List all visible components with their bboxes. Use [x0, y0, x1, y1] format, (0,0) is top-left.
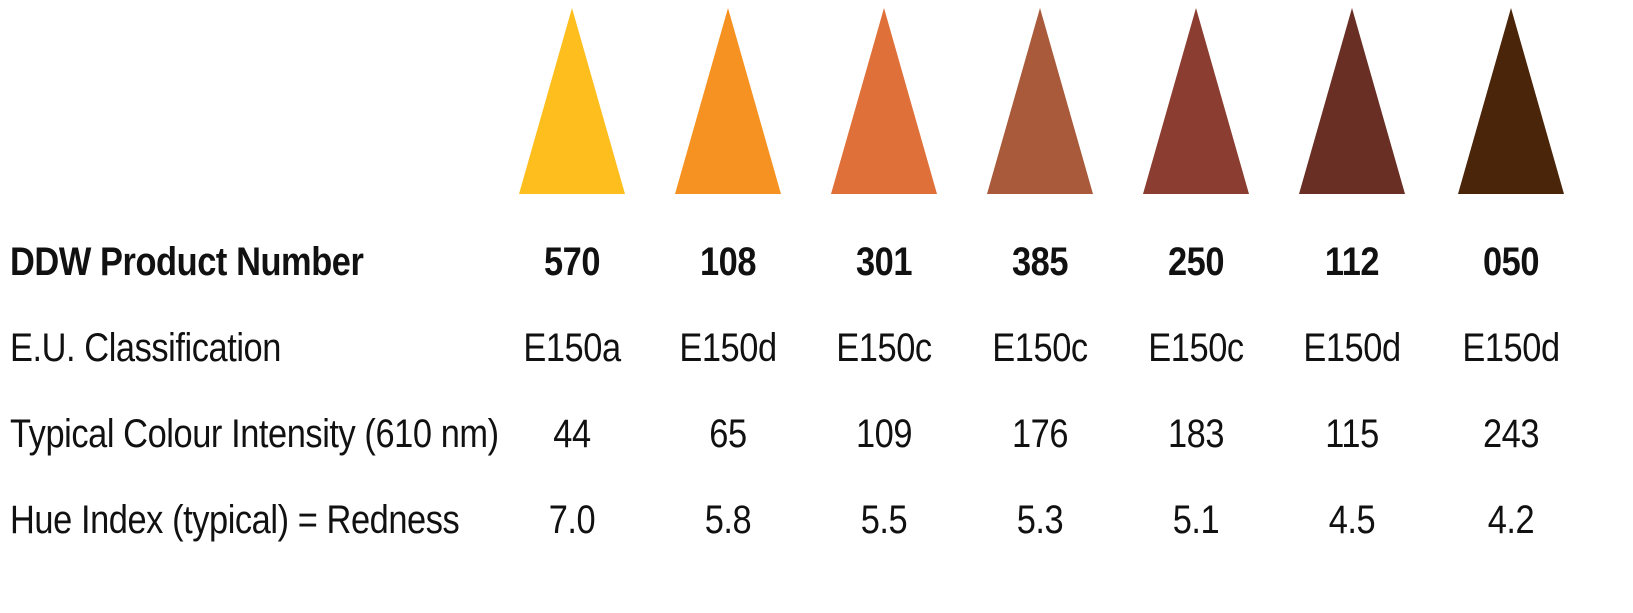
hue-index-cell: 5.3 [1016, 498, 1064, 542]
row-label-eu-classification: E.U. Classification [10, 326, 281, 370]
swatch-shape [675, 8, 781, 194]
eu-classification-cell: E150c [836, 326, 932, 370]
hue-index-cell: 5.1 [1172, 498, 1220, 542]
colour-intensity-cell: 176 [1011, 412, 1069, 456]
eu-classification-cell: E150a [523, 326, 621, 370]
colour-intensity-cell: 183 [1167, 412, 1225, 456]
product-number-cell: 250 [1167, 240, 1225, 284]
swatch-shape [987, 8, 1093, 194]
row-label-hue-index: Hue Index (typical) = Redness [10, 498, 460, 542]
eu-classification-cell: E150d [1303, 326, 1401, 370]
hue-index-cell: 7.0 [548, 498, 596, 542]
product-number-cell: 570 [543, 240, 601, 284]
eu-classification-cell: E150c [1148, 326, 1244, 370]
swatch-shape [831, 8, 937, 194]
swatch-shape [1299, 8, 1405, 194]
eu-classification-cell: E150d [1462, 326, 1560, 370]
swatch-shape [1458, 8, 1564, 194]
eu-classification-cell: E150d [679, 326, 777, 370]
colour-intensity-cell: 65 [709, 412, 747, 456]
colour-swatch-triangle [987, 8, 1093, 194]
row-label-product-number: DDW Product Number [10, 240, 364, 284]
hue-index-cell: 4.5 [1328, 498, 1376, 542]
hue-index-cell: 5.8 [704, 498, 752, 542]
product-number-cell: 050 [1482, 240, 1540, 284]
product-number-cell: 385 [1011, 240, 1069, 284]
colour-intensity-cell: 243 [1482, 412, 1540, 456]
colour-swatch-triangle [831, 8, 937, 194]
colour-swatch-triangle [1299, 8, 1405, 194]
product-number-cell: 112 [1324, 240, 1380, 284]
product-number-cell: 108 [699, 240, 757, 284]
colour-intensity-cell: 115 [1325, 412, 1379, 456]
colour-swatch-triangle [1143, 8, 1249, 194]
colour-intensity-cell: 44 [553, 412, 591, 456]
colour-swatch-triangle [675, 8, 781, 194]
eu-classification-cell: E150c [992, 326, 1088, 370]
swatch-shape [1143, 8, 1249, 194]
colour-swatch-triangle [1458, 8, 1564, 194]
colour-intensity-cell: 109 [855, 412, 913, 456]
product-number-cell: 301 [855, 240, 913, 284]
row-label-colour-intensity: Typical Colour Intensity (610 nm) [10, 412, 499, 456]
swatch-shape [519, 8, 625, 194]
hue-index-cell: 5.5 [860, 498, 908, 542]
colour-swatch-triangle [519, 8, 625, 194]
hue-index-cell: 4.2 [1487, 498, 1535, 542]
